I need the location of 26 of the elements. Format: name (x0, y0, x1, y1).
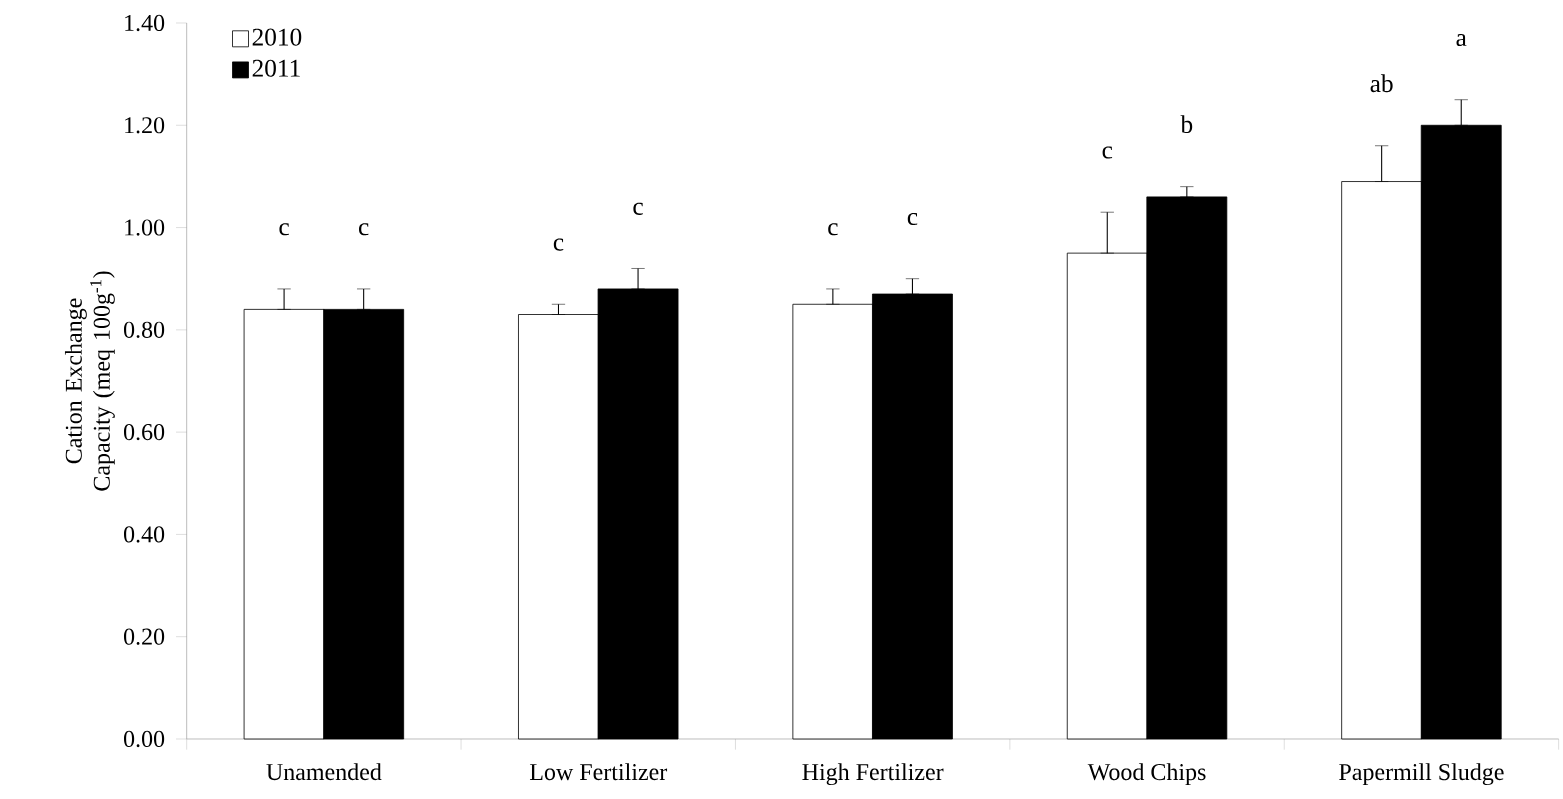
y-tick-label: 0.40 (124, 526, 165, 543)
y-tick-label: 1.20 (125, 117, 165, 134)
annotation: c (359, 223, 369, 236)
annotation: c (907, 212, 918, 226)
x-tick-label: Papermill Sludge (1339, 763, 1504, 786)
legend-label: 2010 (252, 28, 302, 46)
annotation: ab (1370, 74, 1393, 93)
x-tick-label: Unamended (266, 763, 382, 781)
annotation: c (279, 223, 289, 236)
y-tick-label: 0.20 (124, 628, 165, 645)
y-axis-title: Cation Exchange Capacity (meq 100g$^{-1}$) (64, 271, 115, 491)
x-tick-label: High Fertilizer (802, 763, 944, 786)
annotation: c (553, 238, 564, 251)
y-tick-label: 0.60 (124, 423, 165, 441)
y-tick-label: 1.40 (125, 14, 165, 32)
y-tick-label: 1.00 (125, 219, 165, 236)
x-tick-label: Low Fertilizer (529, 763, 668, 781)
y-tick-label: 0.00 (124, 730, 165, 748)
annotation: c (828, 223, 838, 236)
annotation: c (1102, 146, 1113, 159)
annotation: c (633, 202, 643, 215)
legend-label: 2011 (252, 59, 300, 77)
x-tick-label: Wood Chips (1087, 763, 1206, 786)
y-tick-label: 0.80 (124, 321, 165, 338)
annotation: a (1456, 33, 1467, 47)
annotation: b (1180, 115, 1193, 134)
